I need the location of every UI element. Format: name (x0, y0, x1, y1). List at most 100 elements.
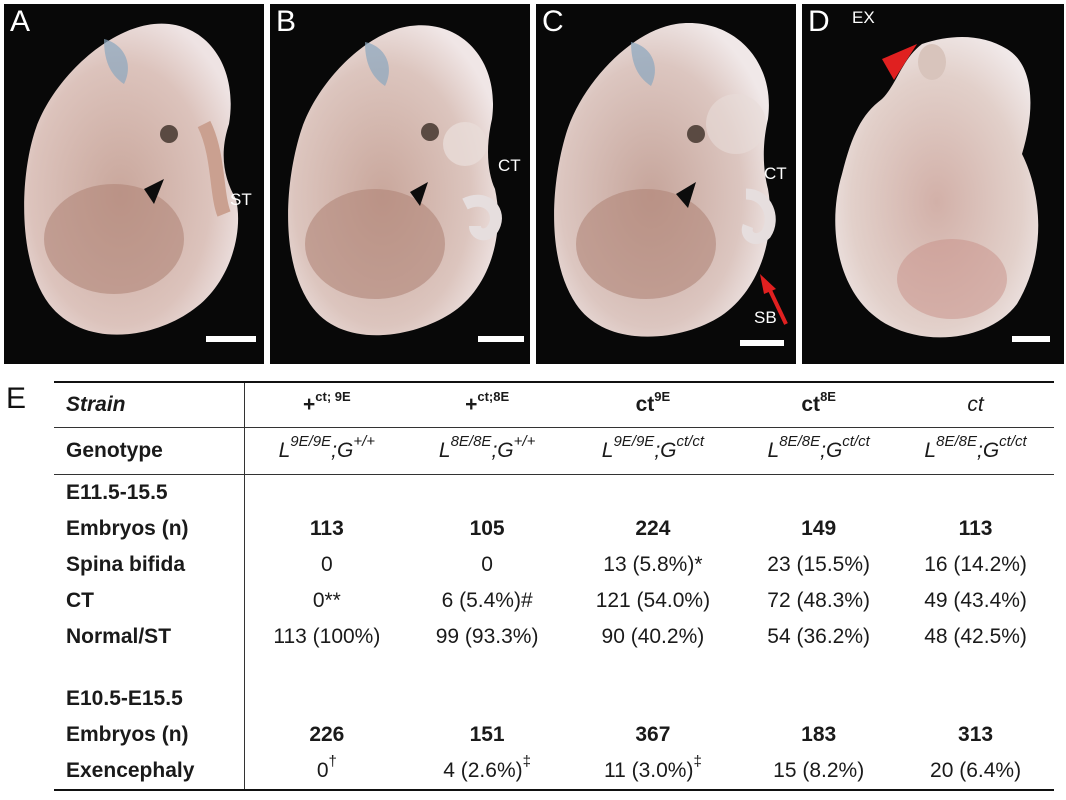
strain-name: + (303, 393, 316, 416)
spacer-cell (566, 655, 741, 681)
genotype-separator: ; (654, 439, 661, 462)
value-text: 0 (316, 759, 329, 782)
genotype-row: Genotype L9E/9E;G+/+ L8E/8E;G+/+ L9E/9E;Gct… (54, 427, 1054, 475)
value-cell: 4 (2.6%)‡ (408, 753, 566, 791)
panel-label-d: D (808, 5, 830, 38)
genotype-g-allele: +/+ (513, 433, 536, 450)
genotype-separator: ; (820, 439, 826, 462)
annotation-sb: SB (754, 308, 777, 327)
genotype-g-allele: ct/ct (842, 433, 870, 450)
strain-superscript: ct; 9E (315, 389, 351, 404)
strain-name: ct (801, 393, 821, 416)
genotype-cell: L8E/8E;Gct/ct (897, 427, 1054, 475)
value-text: 113 (309, 517, 344, 540)
section-title-cell: E10.5-E15.5 (54, 681, 245, 717)
value-cell: 226 (245, 717, 409, 753)
spacer-cell (897, 655, 1054, 681)
section-title-empty (565, 474, 741, 511)
strain-name: ct (635, 393, 655, 416)
section-title-empty (245, 681, 409, 717)
value-text: 367 (635, 723, 671, 746)
value-cell: 367 (566, 717, 741, 753)
value-cell: 16 (14.2%) (897, 547, 1054, 583)
strain-header-cell: Strain (54, 381, 245, 428)
table-row: CT 0** 6 (5.4%)# 121 (54.0%) 72 (48.3%) 49 (4… (54, 583, 1054, 619)
section-title-empty (409, 681, 566, 717)
section-title-row: E10.5-E15.5 (54, 681, 1054, 717)
section-title-row: E11.5-15.5 (54, 474, 1054, 511)
genotype-cell: L9E/9E;G+/+ (244, 427, 409, 475)
value-cell: 90 (40.2%) (566, 619, 741, 655)
value-cell: 105 (409, 511, 566, 547)
value-cell: 48 (42.5%) (897, 619, 1054, 655)
value-cell: 113 (245, 511, 409, 547)
panel-label-e: E (6, 382, 27, 415)
section-title: E10.5-E15.5 (66, 687, 183, 710)
scale-bar-d (1012, 336, 1050, 342)
value-text: 224 (635, 517, 671, 540)
value-text: 99 (93.3%) (435, 625, 539, 648)
genotype-g-gene: G (337, 439, 354, 462)
genotype-l-gene: L (601, 439, 614, 462)
genotype-l-allele: 9E/9E (613, 433, 655, 450)
row-label-cell: CT (54, 583, 245, 619)
value-text: 0 (481, 553, 493, 576)
value-text: 4 (2.6%) (443, 759, 523, 782)
table-row: Exencephaly 0† 4 (2.6%)‡ 11 (3.0%)‡ 15 (8.2%… (54, 753, 1054, 791)
table-row: Normal/ST 113 (100%) 99 (93.3%) 90 (40.2%) 5… (54, 619, 1054, 655)
table-row: Embryos (n) 113 105 224 149 113 (54, 511, 1054, 547)
value-cell: 183 (740, 717, 897, 753)
row-label: Embryos (n) (66, 517, 189, 540)
row-label: Normal/ST (66, 625, 172, 648)
genotype-l-gene: L (924, 439, 937, 462)
genotype-g-allele: +/+ (353, 433, 376, 450)
value-cell: 6 (5.4%)# (409, 583, 566, 619)
value-text: 72 (48.3%) (767, 589, 871, 612)
genotype-l-allele: 9E/9E (290, 433, 332, 450)
genotype-cell: L8E/8E;G+/+ (408, 427, 566, 475)
genotype-header-label: Genotype (66, 439, 163, 462)
row-label-cell: Exencephaly (54, 753, 245, 791)
section-title-empty (244, 474, 409, 511)
spacer-cell (740, 655, 897, 681)
value-cell: 0 (245, 547, 409, 583)
value-cell: 113 (897, 511, 1054, 547)
value-text: 149 (801, 517, 837, 540)
panel-d: D EX (802, 4, 1064, 364)
value-text: 0 (320, 553, 333, 576)
value-text: 48 (42.5%) (924, 625, 1027, 648)
section-title: E11.5-15.5 (66, 481, 168, 504)
value-cell: 121 (54.0%) (566, 583, 741, 619)
section-title-empty (740, 474, 898, 511)
panel-a: A ST (4, 4, 264, 364)
strain-cell: ct (897, 381, 1054, 428)
row-label: Exencephaly (66, 759, 195, 782)
scale-bar-c (740, 340, 784, 346)
embryo-image-b (288, 25, 502, 336)
scale-bar-b (478, 336, 524, 342)
panel-b: B CT (270, 4, 530, 364)
value-text: 121 (54.0%) (595, 589, 711, 612)
genotype-header-cell: Genotype (54, 427, 245, 475)
value-text: 15 (8.2%) (773, 759, 865, 782)
value-text: 113 (958, 517, 993, 540)
strain-superscript: 8E (820, 389, 836, 404)
value-text: 151 (469, 723, 505, 746)
annotation-ct-c: CT (764, 164, 787, 183)
row-label-cell: Embryos (n) (54, 717, 245, 753)
value-cell: 0 (409, 547, 566, 583)
section-title-empty (897, 474, 1054, 511)
section-title-empty (566, 681, 741, 717)
spacer-row (54, 655, 1054, 681)
strain-header-row: Strain +ct; 9E +ct;8E ct9E ct8E ct (54, 381, 1054, 428)
panel-label-a: A (10, 5, 31, 38)
row-label-cell: Normal/ST (54, 619, 245, 655)
section-title-empty (897, 681, 1054, 717)
value-text: 49 (43.4%) (924, 589, 1027, 612)
row-label: Embryos (n) (66, 723, 189, 746)
embryo-image-a (24, 23, 239, 335)
value-text: 183 (801, 723, 837, 746)
strain-table: Strain +ct; 9E +ct;8E ct9E ct8E ct Genotype L9E… (54, 381, 1054, 791)
spacer-cell (54, 655, 245, 681)
genotype-l-gene: L (767, 439, 780, 462)
